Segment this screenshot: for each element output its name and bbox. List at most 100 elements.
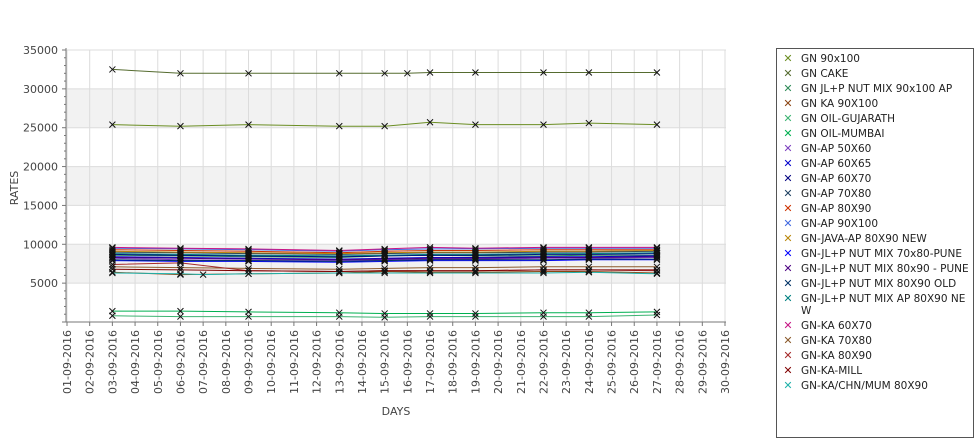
data-point	[245, 267, 252, 275]
series-line	[112, 256, 657, 261]
legend-marker-icon: ✕	[783, 232, 793, 245]
data-point	[472, 69, 479, 76]
series-line	[112, 250, 657, 255]
legend-label: GN-AP 60X70	[801, 173, 872, 185]
data-point	[177, 307, 184, 315]
grid-lines	[66, 49, 726, 322]
data-point	[540, 263, 547, 271]
series-line	[112, 310, 657, 314]
legend-item: ✕ GN-AP 60X65	[777, 158, 973, 173]
legend-item: ✕ GN-JAVA-AP 80X90 NEW	[777, 233, 973, 248]
legend-marker-icon: ✕	[783, 127, 793, 140]
data-point	[653, 270, 661, 278]
series-line	[112, 266, 657, 270]
data-point	[177, 270, 184, 278]
legend-label: GN OIL-MUMBAI	[801, 128, 885, 140]
data-point	[540, 121, 547, 128]
data-point	[540, 69, 547, 76]
legend-item: ✕ GN-KA/CHN/MUM 80X90	[777, 380, 973, 395]
x-axis-title: DAYS	[382, 405, 411, 418]
data-point	[177, 69, 184, 77]
legend-item: ✕ GN-AP 50X60	[777, 143, 973, 158]
legend-marker-icon: ✕	[783, 319, 793, 332]
x-tick-label: 17-09-2016	[424, 330, 437, 394]
x-tick-label: 12-09-2016	[311, 330, 324, 394]
x-tick-label: 25-09-2016	[606, 330, 619, 394]
legend-marker-icon: ✕	[783, 292, 793, 305]
legend-label: GN JL+P NUT MIX 90x100 AP	[801, 83, 953, 95]
data-point	[426, 69, 434, 76]
data-point	[426, 256, 434, 264]
data-point	[335, 258, 343, 265]
legend-item: ✕ GN-AP 70X80	[777, 188, 973, 203]
legend-marker-icon: ✕	[783, 67, 793, 80]
data-point	[426, 244, 434, 251]
data-point	[109, 66, 116, 73]
legend-label: GN-JL+P NUT MIX AP 80X90 NEW	[801, 293, 966, 317]
data-point	[426, 267, 434, 275]
series-line	[112, 246, 657, 252]
data-point	[177, 258, 184, 265]
data-point	[472, 251, 479, 258]
series-line	[112, 268, 657, 273]
data-point	[177, 245, 184, 253]
y-tick-label: 30000	[23, 83, 58, 96]
data-point	[381, 269, 389, 277]
y-tick-label: 25000	[23, 122, 58, 135]
legend-item: ✕ GN-AP 80X90	[777, 203, 973, 218]
legend-label: GN-KA 60X70	[801, 320, 872, 332]
y-tick-label: 15000	[23, 199, 58, 212]
data-point	[109, 269, 116, 277]
data-point	[335, 252, 343, 260]
data-point	[109, 244, 116, 252]
y-axis-title: RATES	[8, 171, 21, 206]
data-point	[335, 309, 343, 317]
legend-marker-icon: ✕	[783, 379, 793, 392]
legend-marker-icon: ✕	[783, 97, 793, 110]
data-point	[472, 256, 479, 264]
legend-marker-icon: ✕	[783, 262, 793, 275]
legend-label: GN OIL-GUJARATH	[801, 113, 895, 125]
data-point	[653, 311, 661, 319]
data-point	[335, 269, 343, 277]
data-point	[585, 255, 593, 263]
x-tick-label: 19-09-2016	[469, 330, 482, 394]
legend-label: GN-AP 90X100	[801, 218, 878, 230]
data-point	[653, 308, 661, 316]
series-markers	[109, 66, 661, 321]
data-point	[109, 244, 116, 251]
legend: ✕ GN 90x100 ✕ GN CAKE ✕ GN JL+P NUT MIX 90x10…	[776, 48, 974, 438]
y-tick-labels: 5000 10000 15000 20000 25000 30000 35000	[23, 44, 58, 290]
legend-label: GN-KA 70X80	[801, 335, 872, 347]
x-tick-label: 27-09-2016	[651, 330, 664, 394]
data-point	[109, 263, 116, 271]
legend-label: GN 90x100	[801, 53, 860, 65]
data-point	[381, 258, 389, 265]
data-point	[109, 268, 116, 276]
background-band	[66, 88, 726, 128]
data-point	[335, 250, 343, 257]
data-point	[426, 269, 434, 277]
data-point	[472, 245, 479, 253]
legend-item: ✕ GN-JL+P NUT MIX 70x80-PUNE	[777, 248, 973, 263]
data-point	[335, 249, 343, 257]
data-point	[245, 245, 252, 253]
x-tick-label: 04-09-2016	[129, 330, 142, 394]
data-point	[585, 244, 593, 251]
data-point	[653, 69, 661, 76]
x-tick-labels: 01-09-2016 02-09-2016 03-09-2016 04-09-2016…	[61, 330, 732, 394]
series-line	[112, 255, 657, 260]
x-tick-label: 09-09-2016	[243, 330, 256, 394]
legend-item: ✕ GN-KA 80X90	[777, 350, 973, 365]
data-point	[653, 256, 661, 264]
x-tick-label: 10-09-2016	[265, 330, 278, 394]
data-point	[426, 264, 434, 271]
data-point	[426, 251, 434, 258]
data-point	[335, 268, 343, 275]
data-point	[177, 257, 184, 264]
series-lines	[112, 68, 657, 318]
y-tick-label: 10000	[23, 238, 58, 251]
legend-item: ✕ GN 90x100	[777, 49, 973, 68]
x-tick-label: 22-09-2016	[537, 330, 550, 394]
legend-label: GN-AP 70X80	[801, 188, 872, 200]
